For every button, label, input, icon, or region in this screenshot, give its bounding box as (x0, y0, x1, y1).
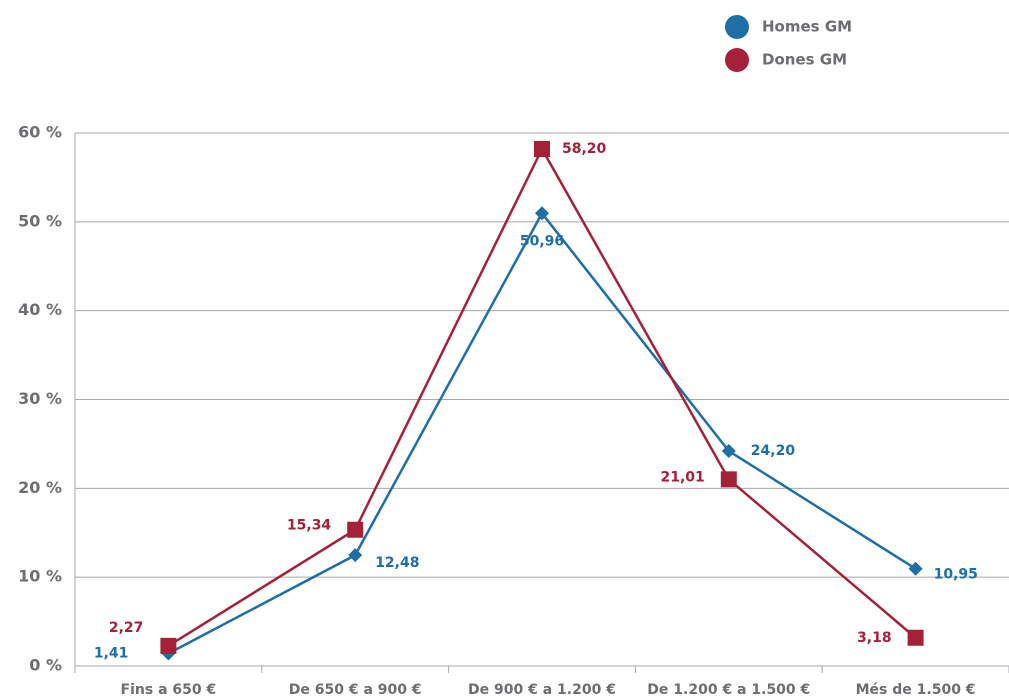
x-tick-label: De 1.200 € a 1.500 € (647, 682, 810, 698)
marker (160, 637, 177, 654)
data-label: 58,20 (562, 141, 607, 157)
x-tick-label: Fins a 650 € (121, 682, 217, 698)
x-tick-label: De 650 € a 900 € (289, 682, 422, 698)
x-tick-label: Més de 1.500 € (856, 682, 976, 698)
legend-marker (725, 48, 749, 72)
data-label: 3,18 (857, 630, 892, 646)
data-label: 24,20 (751, 443, 796, 459)
legend-label: Homes GM (762, 18, 852, 36)
marker (534, 140, 550, 157)
marker (347, 521, 364, 538)
y-tick-label: 50 % (18, 211, 62, 230)
data-label: 2,27 (109, 620, 144, 636)
data-label: 1,41 (94, 645, 129, 661)
legend-label: Dones GM (762, 51, 847, 69)
marker (720, 471, 737, 488)
y-tick-label: 10 % (18, 567, 62, 586)
y-tick-label: 0 % (29, 656, 62, 675)
y-tick-label: 40 % (18, 300, 62, 319)
data-label: 21,01 (661, 469, 705, 485)
legend-marker (725, 15, 749, 39)
marker (348, 548, 363, 563)
marker (907, 629, 924, 646)
y-tick-label: 60 % (18, 123, 62, 142)
data-label: 15,34 (287, 518, 332, 534)
series-line (167, 146, 917, 647)
x-tick-label: De 900 € a 1.200 € (468, 682, 616, 698)
y-tick-label: 30 % (18, 389, 62, 408)
marker (908, 561, 923, 576)
data-label: 10,95 (934, 567, 978, 583)
y-tick-label: 20 % (18, 478, 62, 497)
series-line (167, 211, 917, 655)
data-label: 50,96 (520, 233, 564, 249)
marker (535, 206, 549, 221)
marker (721, 444, 736, 459)
data-label: 12,48 (375, 555, 419, 571)
